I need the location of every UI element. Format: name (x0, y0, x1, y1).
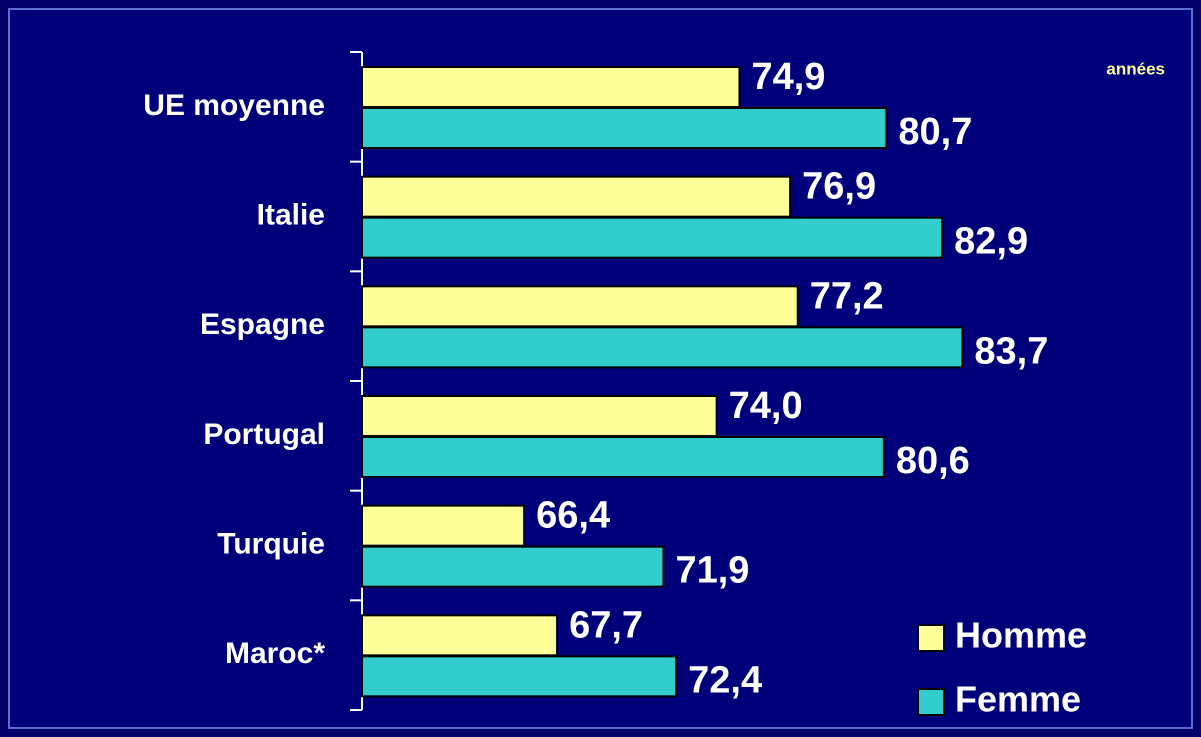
bar (361, 436, 885, 478)
bar (361, 107, 888, 149)
bar (361, 395, 718, 437)
value-label: 77,2 (810, 275, 884, 317)
value-label: 82,9 (954, 221, 1028, 263)
bar (361, 285, 799, 328)
bar (361, 66, 741, 108)
bar (361, 614, 559, 657)
value-label: 71,9 (675, 550, 749, 592)
unit-annotation: années (1106, 59, 1165, 78)
y-tick-label: Maroc* (225, 637, 325, 670)
bar (361, 504, 526, 547)
legend-swatch (917, 688, 945, 716)
y-tick-label: Portugal (203, 418, 325, 451)
value-label: 80,7 (898, 111, 972, 153)
value-label: 76,9 (802, 166, 876, 208)
value-label: 80,6 (896, 440, 970, 482)
value-label: 74,0 (729, 385, 803, 427)
value-label: 66,4 (536, 495, 610, 537)
bar (361, 545, 665, 588)
value-label: 67,7 (569, 604, 643, 646)
y-tick-label: Turquie (217, 527, 325, 560)
legend-swatch (917, 624, 945, 652)
y-tick-label: Espagne (200, 308, 325, 341)
y-tick-label: UE moyenne (143, 89, 325, 122)
value-label: 83,7 (974, 330, 1048, 372)
legend-label: Homme (955, 615, 1087, 656)
bar (361, 175, 792, 218)
value-label: 72,4 (688, 659, 762, 701)
bar (361, 655, 678, 698)
legend-label: Femme (955, 679, 1081, 720)
bar (361, 326, 964, 369)
bar (361, 216, 944, 259)
value-label: 74,9 (751, 56, 825, 98)
y-tick-label: Italie (257, 198, 325, 231)
